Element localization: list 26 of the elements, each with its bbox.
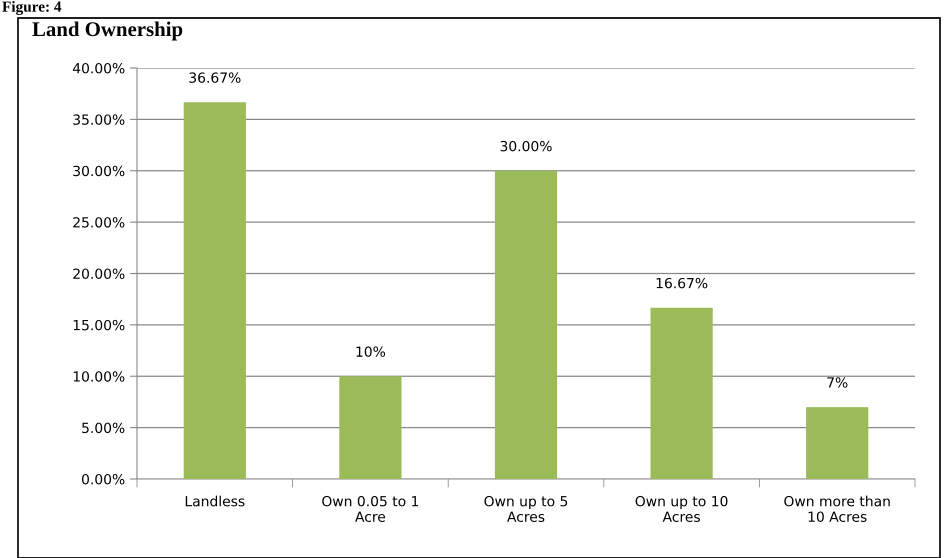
data-label: 16.67%	[656, 278, 708, 288]
x-tick-label: Own up to 5 Acres	[484, 496, 568, 522]
data-label: 36.67%	[189, 72, 241, 83]
data-label: 30.00%	[500, 140, 552, 152]
x-tick-label: Own more than 10 Acres	[784, 496, 890, 522]
x-tick-label: Landless	[186, 496, 244, 506]
bar	[494, 170, 558, 479]
y-tick-label: 0.00%	[82, 474, 124, 484]
x-tick-label: Own up to 10 Acres	[636, 496, 728, 522]
y-tick-label: 15.00%	[74, 320, 124, 330]
y-tick-label: 25.00%	[73, 217, 124, 228]
y-tick-label: 10.00%	[74, 371, 124, 382]
y-tick-label: 30.00%	[73, 166, 124, 176]
bar	[806, 407, 868, 479]
bar	[650, 308, 713, 479]
text: Figure: 4	[2, 1, 62, 15]
chart-title: Land Ownership	[32, 22, 182, 40]
bar	[184, 102, 246, 479]
y-tick-label: 5.00%	[82, 422, 124, 434]
y-tick-label: 20.00%	[73, 268, 124, 279]
data-label: 10%	[356, 346, 386, 357]
y-tick-label: 40.00%	[72, 62, 124, 74]
y-tick-label: 35.00%	[73, 114, 124, 125]
bar	[339, 376, 402, 479]
data-label: 7%	[827, 377, 848, 388]
x-tick-label: Own 0.05 to 1 Acre	[322, 496, 418, 522]
